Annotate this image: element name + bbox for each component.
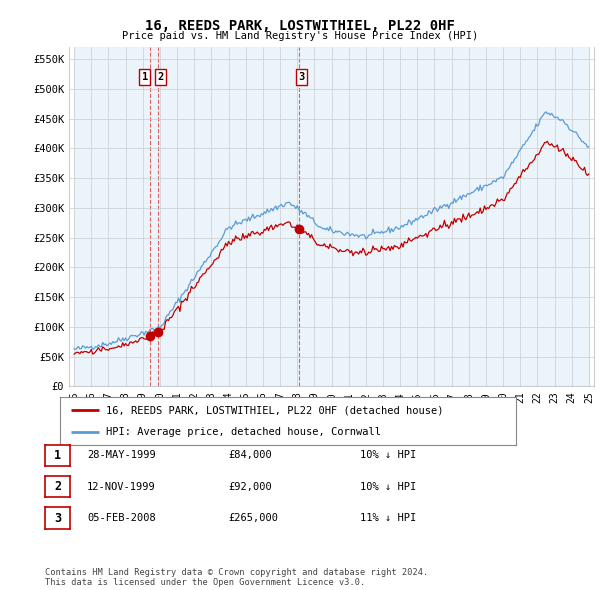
Text: Price paid vs. HM Land Registry's House Price Index (HPI): Price paid vs. HM Land Registry's House … (122, 31, 478, 41)
Text: Contains HM Land Registry data © Crown copyright and database right 2024.
This d: Contains HM Land Registry data © Crown c… (45, 568, 428, 587)
Text: 2: 2 (54, 480, 61, 493)
Text: HPI: Average price, detached house, Cornwall: HPI: Average price, detached house, Corn… (106, 427, 380, 437)
Text: 16, REEDS PARK, LOSTWITHIEL, PL22 0HF (detached house): 16, REEDS PARK, LOSTWITHIEL, PL22 0HF (d… (106, 405, 443, 415)
Text: 1: 1 (54, 449, 61, 462)
Text: 3: 3 (298, 72, 304, 82)
Text: 16, REEDS PARK, LOSTWITHIEL, PL22 0HF: 16, REEDS PARK, LOSTWITHIEL, PL22 0HF (145, 19, 455, 33)
Text: £92,000: £92,000 (228, 482, 272, 491)
Text: 10% ↓ HPI: 10% ↓ HPI (360, 451, 416, 460)
Text: £265,000: £265,000 (228, 513, 278, 523)
Text: 05-FEB-2008: 05-FEB-2008 (87, 513, 156, 523)
Text: £84,000: £84,000 (228, 451, 272, 460)
Text: 28-MAY-1999: 28-MAY-1999 (87, 451, 156, 460)
Text: 12-NOV-1999: 12-NOV-1999 (87, 482, 156, 491)
Text: 10% ↓ HPI: 10% ↓ HPI (360, 482, 416, 491)
Text: 1: 1 (142, 72, 148, 82)
Text: 3: 3 (54, 512, 61, 525)
Text: 11% ↓ HPI: 11% ↓ HPI (360, 513, 416, 523)
Text: 2: 2 (157, 72, 163, 82)
